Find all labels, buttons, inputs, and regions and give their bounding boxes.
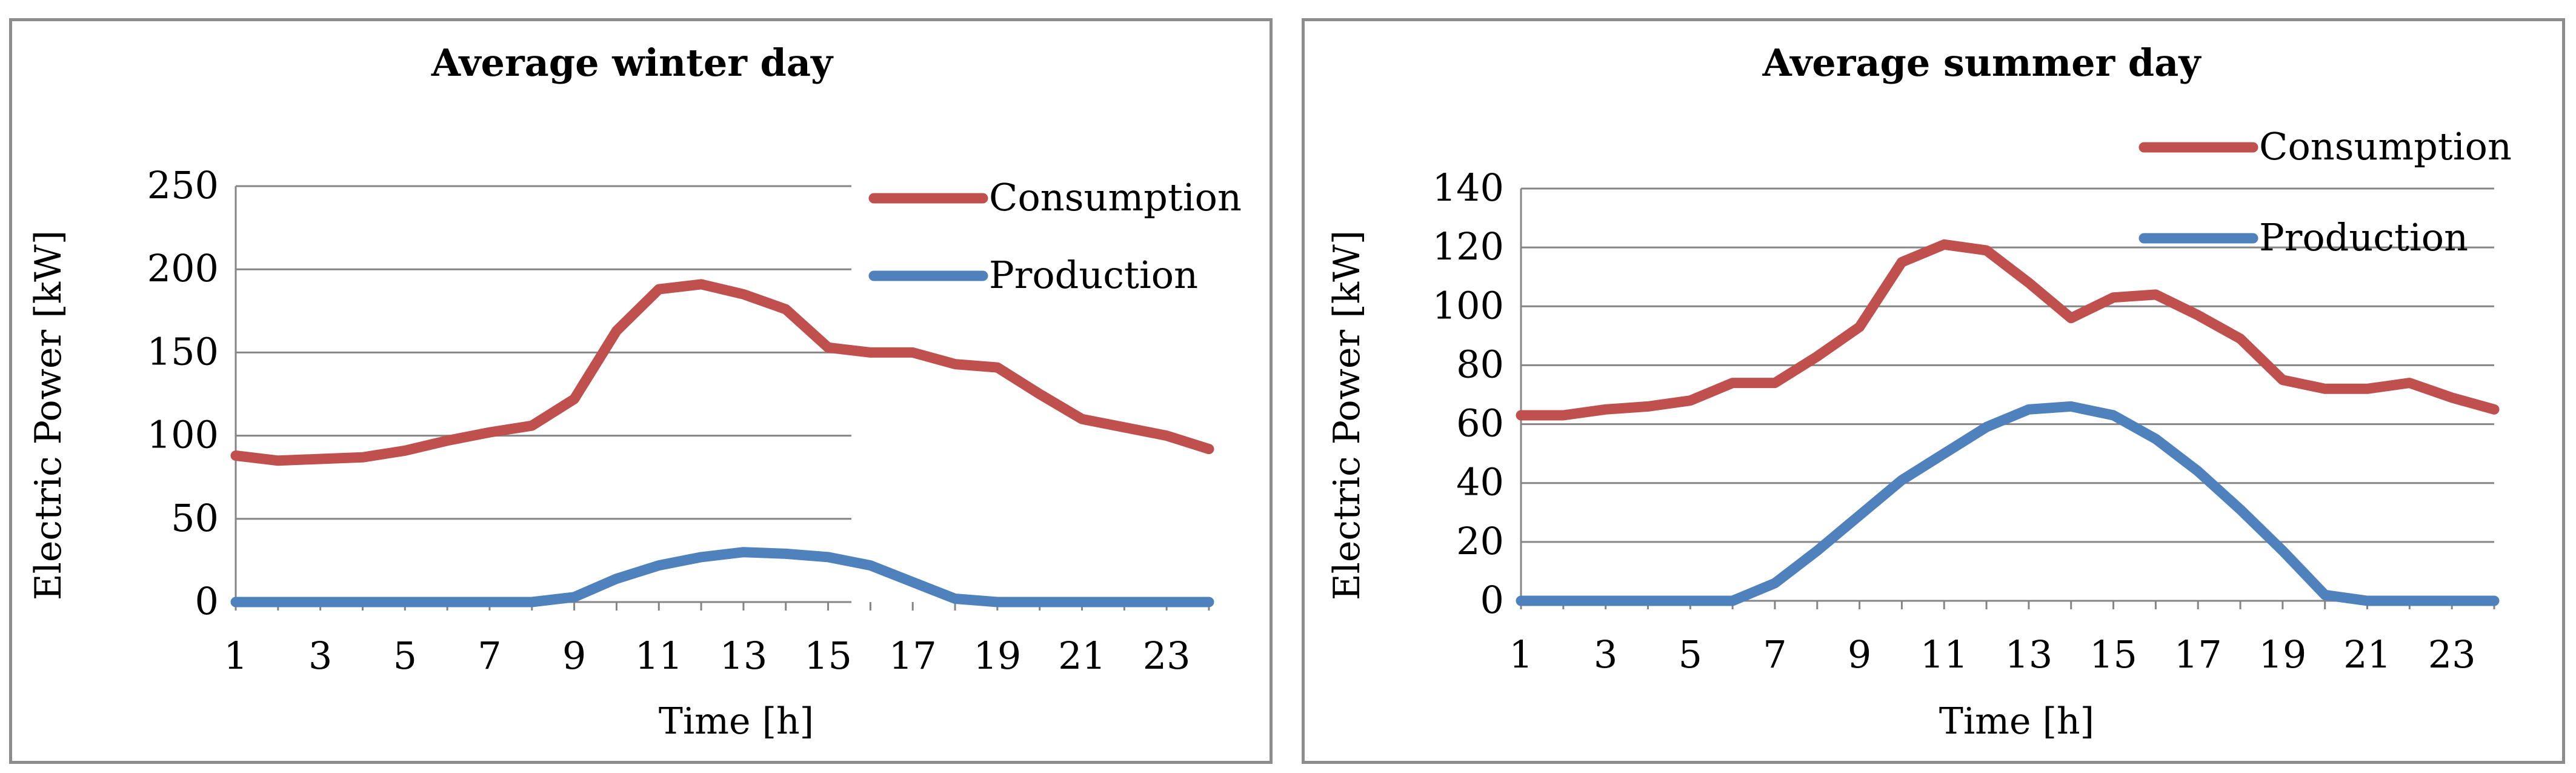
x-tick-label: 9 (562, 634, 586, 678)
y-tick-label: 60 (1456, 401, 1504, 446)
x-tick-label: 19 (973, 634, 1021, 678)
x-tick-label: 9 (1848, 632, 1871, 677)
y-tick-label: 0 (195, 579, 219, 623)
x-tick-label: 21 (1058, 634, 1106, 678)
x-tick-label: 7 (478, 634, 501, 678)
x-tick-label: 21 (2343, 632, 2391, 677)
x-tick-label: 11 (1920, 632, 1968, 677)
y-tick-label: 20 (1456, 519, 1504, 563)
chart-title: Average summer day (1762, 41, 2202, 85)
x-tick-label: 5 (393, 634, 417, 678)
x-tick-label: 15 (2089, 632, 2137, 677)
y-tick-label: 40 (1456, 460, 1504, 504)
y-tick-label: 140 (1433, 166, 1504, 210)
y-tick-label: 0 (1480, 578, 1504, 622)
y-tick-label: 250 (147, 163, 219, 207)
winter-chart-panel: Average winter day 0 50 100 150 200 250 1 3 5 7 9 11… (9, 18, 1273, 764)
y-tick-label: 200 (147, 246, 219, 290)
x-tick-label: 11 (635, 634, 683, 678)
x-tick-label: 19 (2258, 632, 2306, 677)
y-axis-label: Electric Power [kW] (27, 230, 70, 600)
y-tick-label: 80 (1456, 342, 1504, 386)
summer-chart-panel: Average summer day 0 20 40 60 80 100 120 140 1 3 5 7… (1302, 18, 2565, 764)
y-tick-label: 100 (1433, 283, 1504, 327)
x-tick-label: 15 (804, 634, 852, 678)
x-tick-label: 5 (1679, 632, 1702, 677)
x-tick-label: 3 (1594, 632, 1617, 677)
series-line-consumption (1516, 239, 2500, 421)
legend-label-consumption: Consumption (989, 175, 1242, 219)
x-axis-label: Time [h] (1939, 700, 2094, 743)
x-tick-label: 13 (719, 634, 767, 678)
y-tick-label: 100 (147, 413, 219, 457)
x-tick-label: 17 (889, 634, 937, 678)
y-tick-label: 50 (171, 496, 219, 540)
chart-title: Average winter day (431, 41, 834, 85)
series-line-production (230, 547, 1214, 607)
x-tick-label: 13 (2005, 632, 2052, 677)
x-tick-label: 7 (1763, 632, 1786, 677)
legend-label-production: Production (989, 253, 1198, 297)
legend-label-consumption: Consumption (2259, 124, 2512, 169)
x-tick-label: 23 (2428, 632, 2476, 677)
x-tick-label: 1 (224, 634, 247, 678)
y-tick-label: 120 (1433, 224, 1504, 269)
y-tick-label: 150 (147, 329, 219, 373)
x-axis-label: Time [h] (659, 700, 814, 743)
legend-label-production: Production (2259, 215, 2468, 259)
y-axis-label: Electric Power [kW] (1326, 230, 1368, 600)
series-line-consumption (230, 279, 1214, 466)
x-tick-label: 17 (2174, 632, 2222, 677)
x-tick-label: 23 (1143, 634, 1191, 678)
x-tick-label: 1 (1509, 632, 1533, 677)
x-tick-label: 3 (308, 634, 332, 678)
series-line-production (1516, 401, 2500, 606)
